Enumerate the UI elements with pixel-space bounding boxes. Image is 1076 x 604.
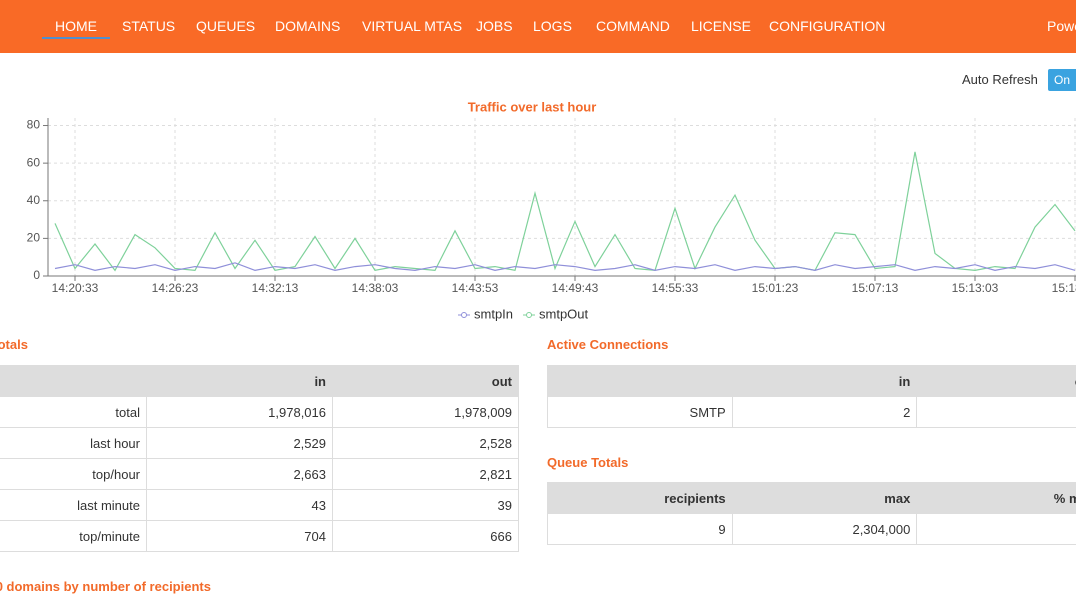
nav-link[interactable]: DOMAINS	[275, 18, 341, 34]
table-cell: 39	[332, 489, 519, 521]
header-cell	[547, 365, 733, 397]
nav-link[interactable]: LOGS	[533, 18, 572, 34]
table-cell: last minute	[0, 489, 147, 521]
traffic-table: in out total 1,978,016 1,978,009 last hour 2,5…	[0, 365, 519, 552]
connections-table: inoutSMTP2	[547, 365, 1076, 428]
nav-link[interactable]: LICENSE	[691, 18, 751, 34]
section-title: Queue Totals	[547, 455, 629, 470]
table-cell: 43	[146, 489, 333, 521]
x-tick-label: 14:55:33	[652, 281, 699, 295]
header-cell: in	[146, 365, 333, 397]
auto-refresh-toggle[interactable]: On	[1048, 69, 1076, 91]
y-tick-label: 80	[27, 118, 41, 132]
y-tick-label: 20	[27, 231, 41, 245]
x-tick-label: 14:43:53	[452, 281, 499, 295]
table-cell: SMTP	[547, 396, 733, 428]
table-cell	[916, 396, 1076, 428]
line-series	[54, 262, 1076, 271]
x-tick-label: 14:32:13	[252, 281, 299, 295]
x-tick-label: 15:13:03	[952, 281, 999, 295]
table-cell: top/hour	[0, 458, 147, 490]
nav-bar: Powered HOME STATUS QUEUES DOMAINS VIRTUAL M…	[0, 0, 1076, 53]
table-cell: 9	[547, 513, 733, 545]
legend-label: smtpOut	[539, 306, 589, 321]
auto-refresh-label: Auto Refresh	[962, 72, 1038, 87]
table-row: SMTP 2	[547, 396, 1076, 428]
table-cell: 2,663	[146, 458, 333, 490]
header-cell: max	[731, 482, 918, 514]
legend-swatch	[461, 312, 467, 318]
x-tick-label: 15:18:53	[1052, 281, 1076, 295]
table-cell: 704	[146, 520, 333, 552]
nav-link[interactable]: COMMAND	[596, 18, 670, 34]
legend-swatch	[526, 312, 533, 318]
section-title: Active Connections	[547, 337, 669, 352]
table-cell: 2,821	[332, 458, 519, 490]
nav-link[interactable]: CONFIGURATION	[769, 18, 886, 34]
x-tick-label: 14:20:33	[52, 281, 99, 295]
table-cell: total	[0, 396, 147, 428]
nav-link[interactable]: STATUS	[122, 18, 176, 34]
nav-link[interactable]: JOBS	[476, 18, 513, 34]
table-row: top/hour 2,663 2,821	[0, 458, 519, 490]
x-tick-label: 15:07:13	[852, 281, 899, 295]
x-tick-label: 14:49:43	[552, 281, 599, 295]
x-tick-label: 14:38:03	[352, 281, 399, 295]
line-series	[54, 151, 1076, 272]
section-title: Traffic Totals	[0, 337, 28, 352]
chart: Traffic over last hour 0 20 40 60 80 14:20:33…	[27, 99, 1076, 321]
y-tick-label: 60	[27, 155, 41, 169]
y-tick-label: 0	[33, 268, 40, 282]
x-tick-label: 14:26:23	[152, 281, 199, 295]
table-row: 9 2,304,000	[547, 513, 1076, 545]
table-row: last hour 2,529 2,528	[0, 427, 519, 459]
chart-title: Traffic over last hour	[468, 99, 597, 114]
y-tick-label: 40	[27, 193, 41, 207]
table-row: top/minute 704 666	[0, 520, 519, 552]
legend-label: smtpIn	[474, 306, 513, 321]
x-tick-label: 15:01:23	[752, 281, 799, 295]
header-cell: out	[916, 365, 1076, 397]
table-cell: last hour	[0, 427, 147, 459]
nav-link[interactable]: VIRTUAL MTAS	[362, 18, 463, 34]
table-cell: top/minute	[0, 520, 147, 552]
section-title: Top 10 domains by number of recipients	[0, 579, 211, 594]
table-cell: 2,529	[146, 427, 333, 459]
table-cell: 666	[332, 520, 519, 552]
brand: Powered	[1047, 18, 1076, 34]
header-cell: % max	[916, 482, 1076, 514]
table-cell: 2,528	[332, 427, 519, 459]
nav-link[interactable]: QUEUES	[196, 18, 256, 34]
table-row: total 1,978,016 1,978,009	[0, 396, 519, 428]
table-cell	[916, 513, 1076, 545]
table-cell: 1,978,016	[146, 396, 333, 428]
table-cell: 2	[731, 396, 918, 428]
nav-link[interactable]: HOME	[42, 18, 110, 39]
table-cell: 2,304,000	[731, 513, 918, 545]
header-cell	[0, 365, 147, 397]
header-cell: recipients	[547, 482, 733, 514]
table-cell: 1,978,009	[332, 396, 519, 428]
table-row: last minute 43 39	[0, 489, 519, 521]
header-cell: out	[332, 365, 519, 397]
header-cell: in	[731, 365, 918, 397]
